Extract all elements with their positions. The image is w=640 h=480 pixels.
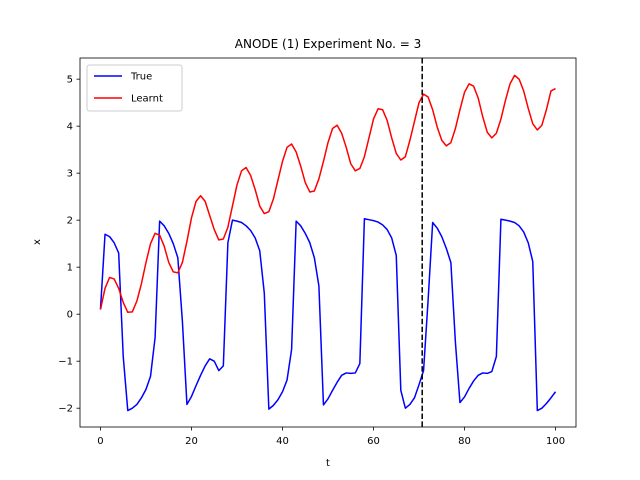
x-axis: 0 20 40 60 80 100 [97, 427, 565, 447]
y-tick-label: 3 [67, 169, 73, 180]
x-tick-label: 40 [276, 436, 289, 447]
x-tick-label: 80 [458, 436, 471, 447]
x-tick-label: 20 [185, 436, 198, 447]
series-line-true [99, 218, 557, 412]
y-tick-label: 2 [67, 216, 73, 227]
axes-frame [79, 57, 577, 428]
y-tick-label: 5 [67, 75, 73, 86]
plot-area [79, 57, 577, 428]
y-tick-label: −2 [58, 404, 73, 415]
legend-label-learnt: Learnt [131, 94, 163, 105]
x-tick-label: 0 [97, 436, 103, 447]
legend: True Learnt [86, 64, 183, 112]
legend-label-true: True [130, 72, 152, 83]
y-axis-label: x [32, 239, 43, 245]
y-tick-label: 1 [67, 263, 73, 274]
chart-title: ANODE (1) Experiment No. = 3 [235, 37, 421, 51]
y-tick-label: −1 [58, 357, 73, 368]
x-axis-label: t [326, 458, 330, 469]
x-tick-label: 100 [546, 436, 565, 447]
x-tick-label: 60 [367, 436, 380, 447]
y-tick-label: 4 [67, 122, 73, 133]
y-axis: −2 −1 0 1 2 3 4 5 [58, 75, 80, 415]
y-tick-label: 0 [67, 310, 73, 321]
series-line-learnt [99, 74, 556, 314]
series-layer [99, 74, 557, 412]
